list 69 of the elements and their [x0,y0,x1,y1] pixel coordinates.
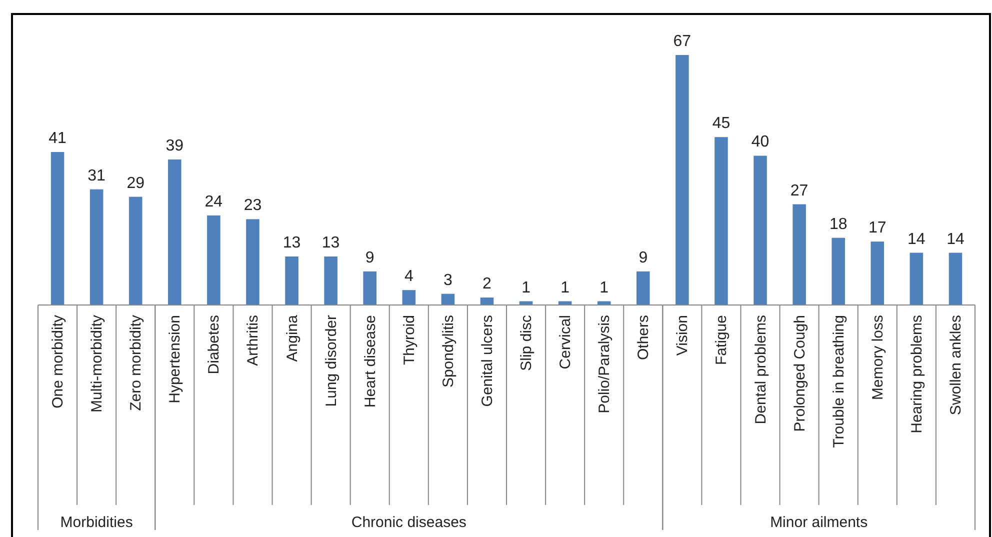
bar [792,204,806,305]
data-label: 1 [522,279,531,296]
bar [363,271,376,305]
x-tick-label: Cervical [557,315,574,370]
x-tick-label: Vision [674,315,692,356]
x-tick-label: Trouble in breathing [830,315,848,448]
bar [832,238,845,305]
x-tick-label: Arthritis [244,315,262,366]
bar [676,55,689,305]
x-tick-label: Polio/Paralysis [596,315,614,414]
bar [948,252,962,305]
bar [324,256,338,305]
x-tick-label: Thyroid [400,315,418,366]
x-tick-label: Dental problems [752,315,770,424]
data-label: 1 [560,279,570,296]
data-label: 24 [204,193,223,210]
bar [480,298,494,305]
x-tick-label: Prolonged Cough [791,315,808,432]
data-label: 17 [868,220,886,237]
data-label: 3 [443,272,452,289]
x-tick-label: Fatigue [713,315,730,366]
data-label: 23 [244,197,262,214]
x-tick-label: Zero morbidity [128,314,145,411]
data-label: 14 [946,230,964,248]
x-tick-label: Angina [284,314,301,362]
x-tick-label: Swollen ankles [947,315,964,416]
data-label: 2 [482,276,492,293]
x-tick-label: Hypertension [166,315,184,404]
bar [285,256,298,305]
x-axis-title: Chronic diseases [351,514,466,531]
bar [207,215,220,305]
data-label: 67 [673,33,692,50]
bar [636,271,650,305]
x-tick-label: Lung disorder [322,315,340,407]
data-label: 27 [790,182,808,200]
x-tick-label: Slip disc [518,314,536,371]
data-label: 4 [404,268,414,286]
data-label: 9 [638,249,648,266]
bar [754,156,767,305]
bar [168,159,182,305]
bar [246,219,260,305]
data-label: 14 [908,230,926,248]
bar [402,290,416,305]
x-tick-label: One morbidity [50,314,67,408]
bar [714,137,728,305]
bar [910,252,924,305]
x-tick-label: Heart disease [362,315,379,408]
x-axis-title: Morbidities [60,514,133,531]
x-tick-label: Others [635,315,652,360]
data-label: 13 [282,234,301,252]
x-tick-label: Diabetes [206,315,223,374]
data-label: 45 [712,115,730,132]
x-tick-label: Hearing problems [908,315,926,434]
data-label: 39 [166,137,184,154]
data-label: 41 [48,130,67,148]
data-label: 13 [322,234,340,252]
bar [441,294,455,305]
x-axis-title: Minor ailments [770,514,868,531]
x-tick-label: Multi-morbidity [88,314,106,413]
bar [870,242,884,305]
x-tick-label: Genital ulcers [478,315,496,407]
data-label: 29 [126,174,145,192]
x-tick-label: Spondylitis [440,315,457,388]
x-tick-label: Memory loss [869,315,886,400]
data-label: 40 [751,134,770,151]
data-label: 31 [88,167,106,184]
data-label: 9 [365,249,374,266]
data-label: 18 [829,216,848,233]
data-label: 1 [600,279,609,296]
